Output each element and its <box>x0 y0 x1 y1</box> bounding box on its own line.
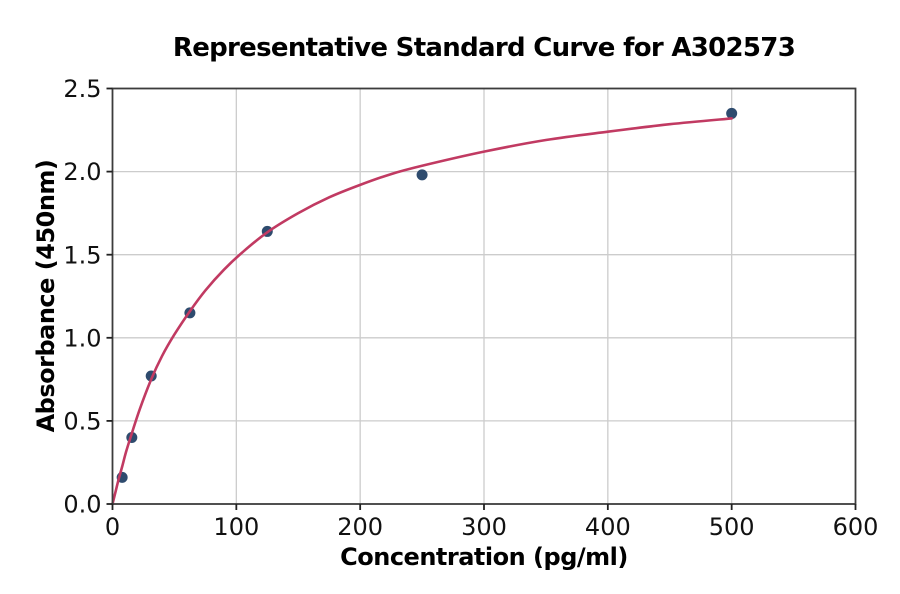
data-point-marker <box>416 169 428 181</box>
x-tick-label: 0 <box>105 513 120 541</box>
x-tick-label: 400 <box>585 513 631 541</box>
y-tick-label: 2.0 <box>63 158 101 186</box>
y-tick-label: 0.5 <box>63 408 101 436</box>
x-tick-label: 500 <box>709 513 755 541</box>
data-point-marker <box>726 107 738 119</box>
x-tick-label: 200 <box>337 513 383 541</box>
x-tick-label: 300 <box>461 513 507 541</box>
fit-curve <box>111 117 733 506</box>
x-axis-label: Concentration (pg/ml) <box>340 543 628 571</box>
y-tick-label: 1.0 <box>63 324 101 352</box>
y-tick-label: 1.5 <box>63 241 101 269</box>
chart-title: Representative Standard Curve for A30257… <box>172 33 796 63</box>
y-tick-label: 2.5 <box>63 75 101 103</box>
x-tick-label: 100 <box>213 513 259 541</box>
x-tick-label: 600 <box>833 513 879 541</box>
y-tick-label: 0.0 <box>63 491 101 519</box>
